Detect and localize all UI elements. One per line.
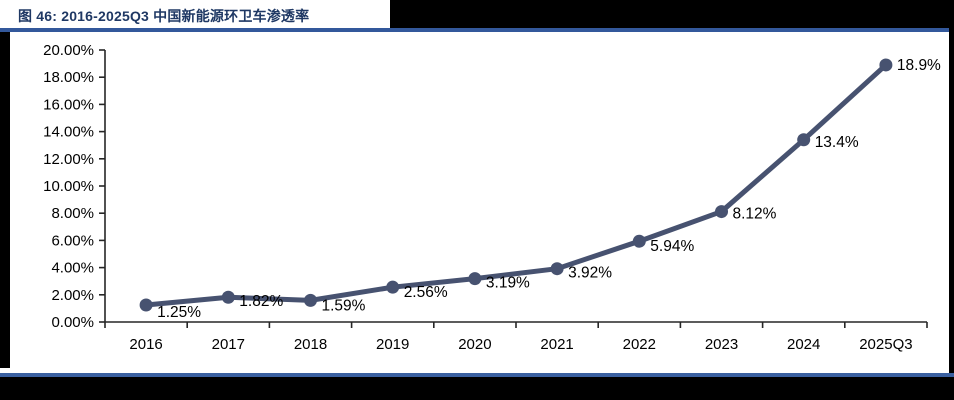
y-tick-label: 4.00% (51, 260, 94, 277)
y-tick-label: 8.00% (51, 205, 94, 222)
x-tick-label: 2018 (294, 336, 327, 353)
y-tick-label: 2.00% (51, 287, 94, 304)
right-black-margin (949, 0, 954, 400)
data-point (879, 58, 893, 72)
data-point-label: 1.82% (239, 293, 283, 310)
y-tick-label: 14.00% (43, 124, 94, 141)
data-point (797, 133, 811, 147)
x-tick-label: 2021 (540, 336, 573, 353)
data-point (632, 234, 646, 248)
data-point (550, 262, 564, 276)
data-point-label: 1.59% (322, 297, 366, 314)
data-point-label: 1.25% (157, 304, 201, 321)
data-point-label: 3.92% (568, 265, 612, 282)
data-point (304, 293, 317, 307)
data-point-label: 3.19% (486, 275, 530, 292)
data-point (468, 272, 482, 286)
y-tick-label: 10.00% (43, 178, 94, 195)
top-black-margin (390, 0, 954, 28)
x-tick-label: 2020 (458, 336, 491, 353)
x-tick-label: 2025Q3 (859, 336, 912, 353)
y-tick-label: 0.00% (51, 314, 94, 331)
x-tick-label: 2017 (212, 336, 245, 353)
y-tick-label: 18.00% (43, 69, 94, 86)
title-divider-rule (0, 28, 954, 32)
series-line (143, 62, 889, 308)
x-tick-label: 2024 (787, 336, 820, 353)
bottom-divider-rule (0, 373, 954, 377)
data-point-label: 2.56% (404, 284, 448, 301)
x-tick-label: 2019 (376, 336, 409, 353)
x-tick-label: 2022 (623, 336, 656, 353)
data-point-label: 5.94% (650, 238, 694, 255)
x-tick-label: 2023 (705, 336, 738, 353)
left-black-margin (0, 32, 10, 368)
chart-canvas: 0.00% 2.00% 4.00% 6.00% 8.00% 10.00% 12.00% 14.… (43, 42, 941, 353)
y-tick-label: 6.00% (51, 232, 94, 249)
penetration-rate-line-chart: 0.00% 2.00% 4.00% 6.00% 8.00% 10.00% 12.00% 14.… (10, 32, 949, 373)
figure-title: 图 46: 2016-2025Q3 中国新能源环卫车渗透率 (18, 8, 310, 24)
data-point (221, 290, 235, 304)
data-point-label: 8.12% (733, 206, 777, 223)
data-point-label: 13.4% (815, 134, 859, 151)
x-tick-label: 2016 (129, 336, 162, 353)
y-tick-label: 12.00% (43, 151, 94, 168)
y-tick-label: 16.00% (43, 96, 94, 113)
bottom-black-margin (0, 377, 954, 400)
y-tick-label: 20.00% (43, 42, 94, 59)
data-point (715, 205, 728, 219)
data-point (139, 298, 153, 312)
data-point (386, 280, 400, 294)
data-point-label: 18.9% (897, 57, 941, 74)
